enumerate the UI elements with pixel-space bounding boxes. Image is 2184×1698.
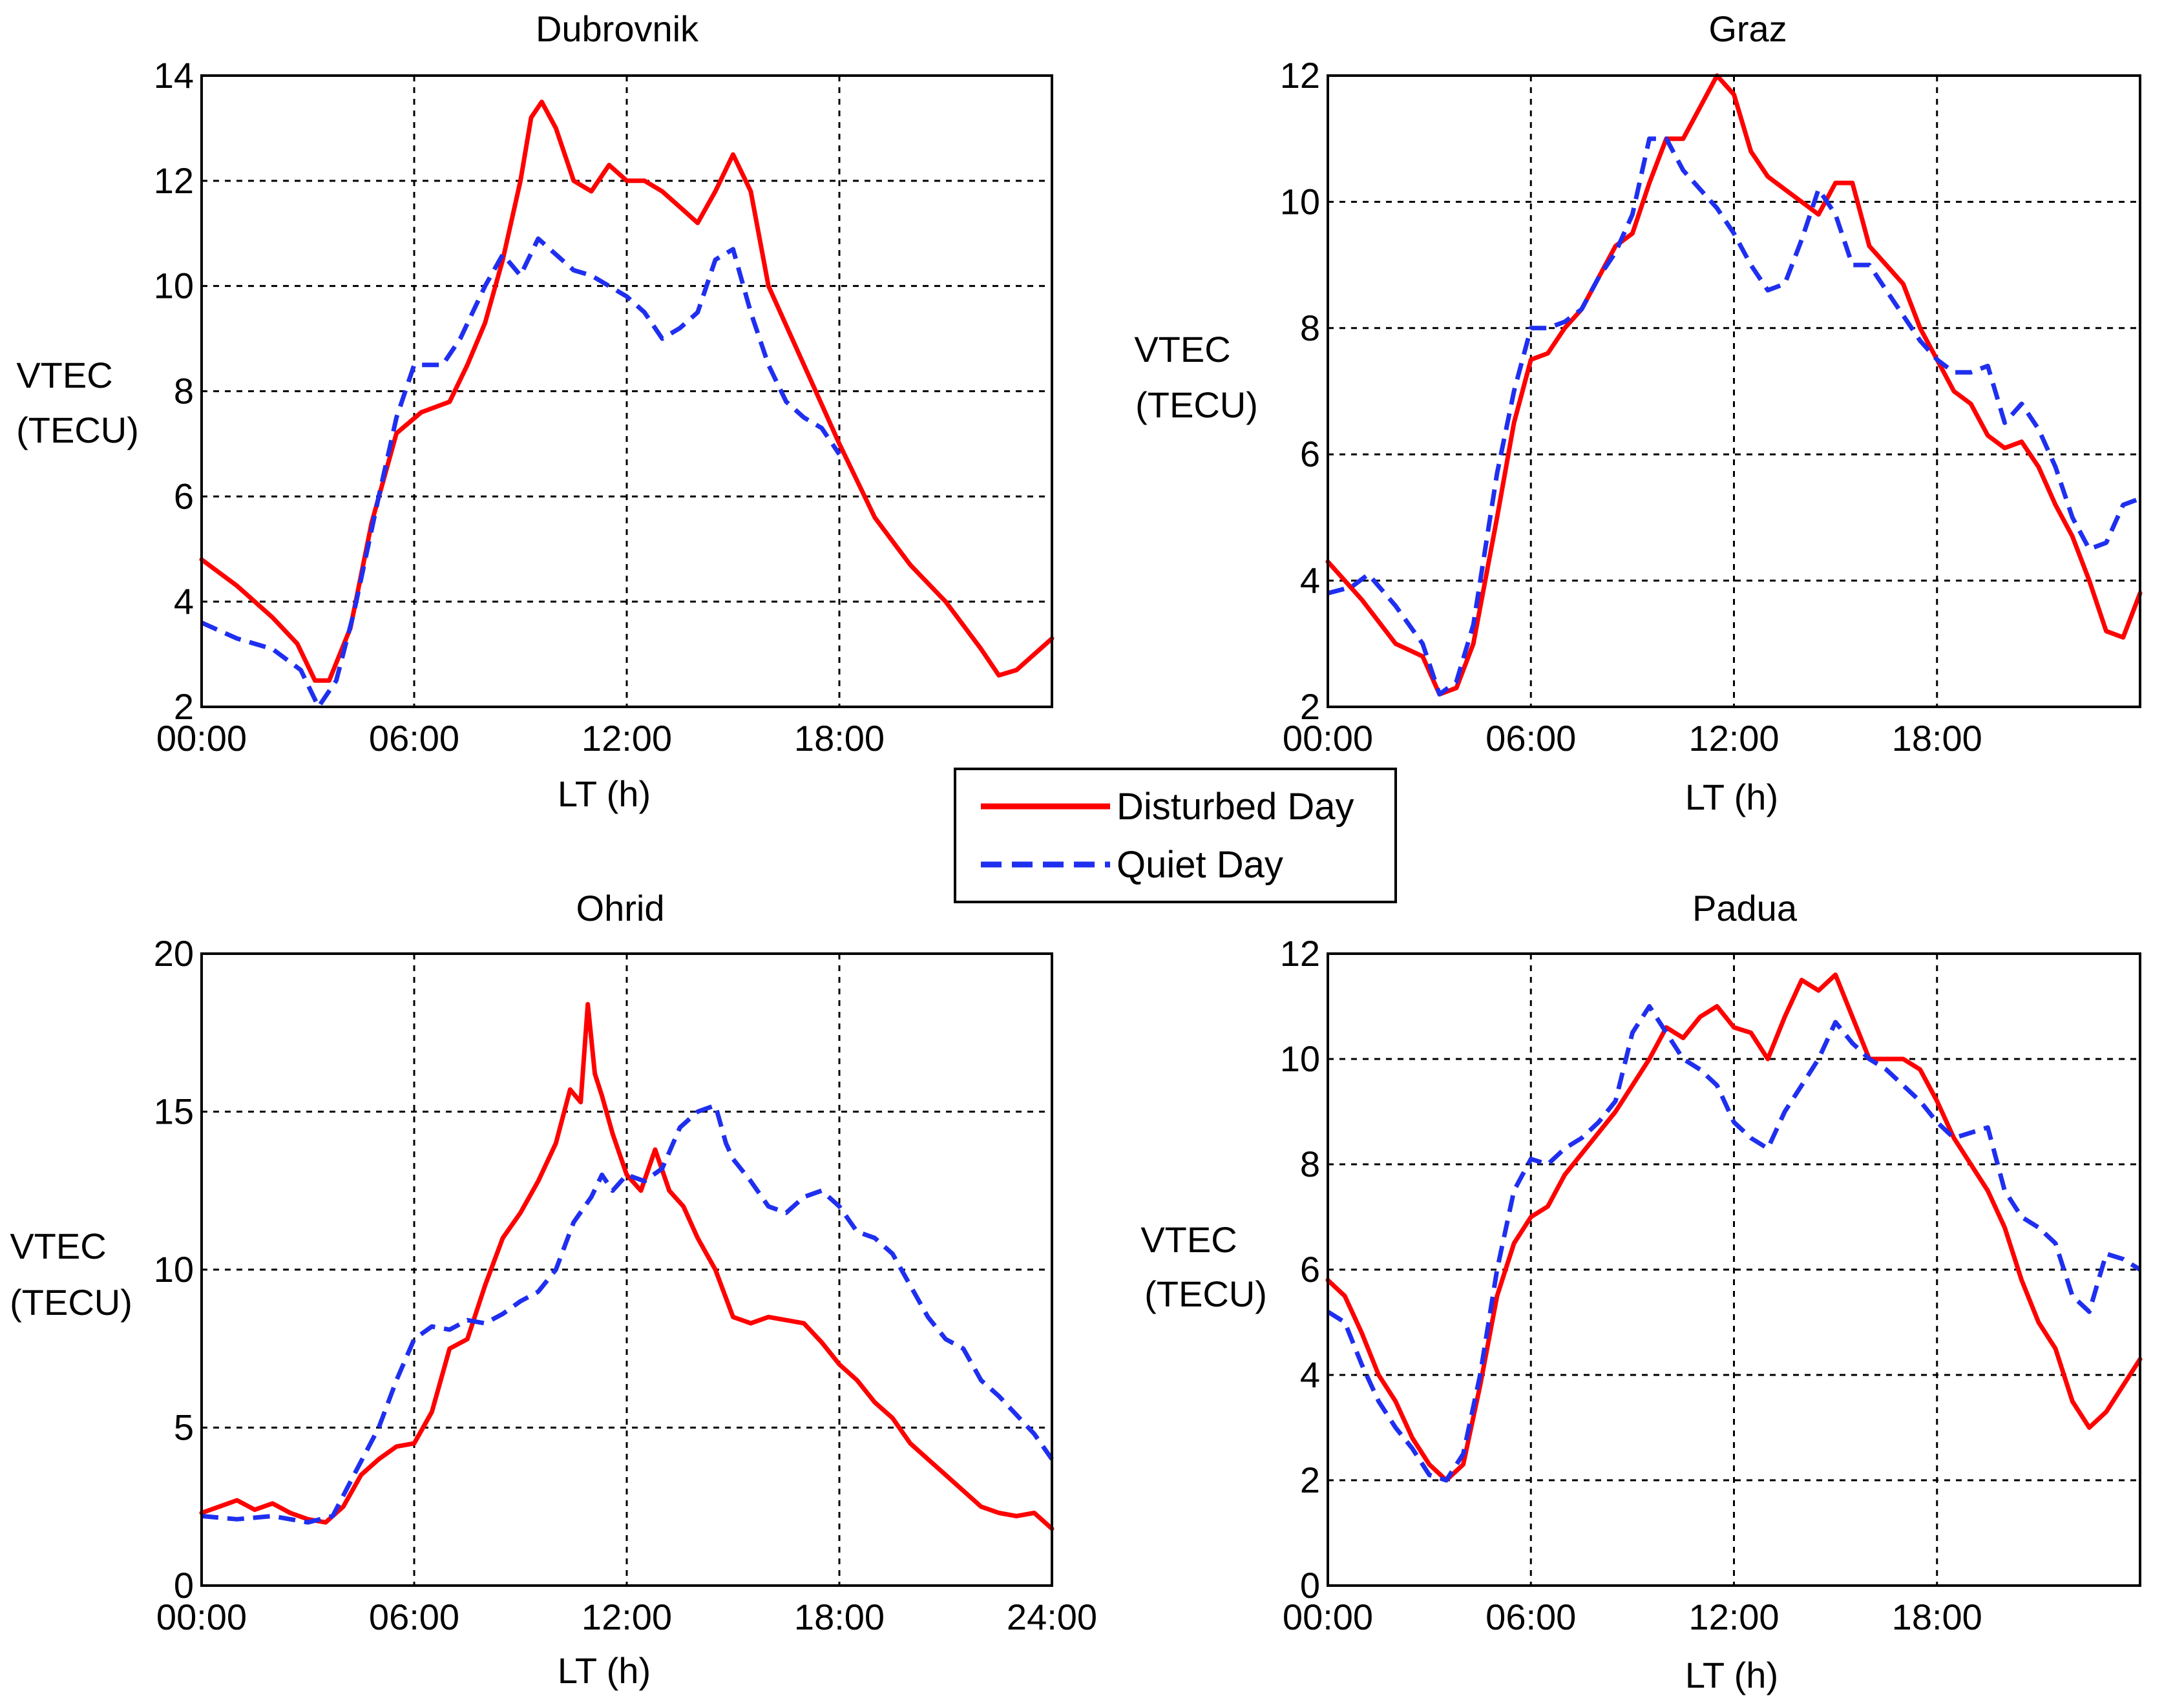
series-line-quiet-day	[1327, 136, 2141, 697]
x-tick-label: 18:00	[794, 718, 885, 759]
x-axis-label: LT (h)	[558, 1650, 651, 1691]
y-tick-label: 10	[1280, 1038, 1320, 1079]
chart-title: Dubrovnik	[536, 8, 699, 49]
series-lines	[199, 1001, 1055, 1531]
y-axis-label-line2: (TECU)	[1144, 1274, 1267, 1314]
x-tick-label: 12:00	[582, 718, 672, 759]
panel-padua: Padua VTEC (TECU) LT (h) 00:00 06:00 12:00…	[1140, 888, 2143, 1695]
plot-frame	[1327, 74, 2141, 708]
y-tick-label: 14	[154, 55, 194, 96]
y-tick-label: 15	[154, 1091, 194, 1132]
y-tick-label: 0	[174, 1565, 194, 1606]
x-tick-label: 06:00	[1486, 1597, 1576, 1637]
legend-label-quiet: Quiet Day	[1117, 844, 1283, 886]
plot-frame	[200, 952, 1053, 1587]
grid-lines	[202, 954, 1052, 1586]
x-tick-label: 06:00	[369, 718, 459, 759]
series-lines	[1325, 972, 2143, 1483]
chart-title: Ohrid	[576, 888, 665, 928]
tick-labels: 00:00 06:00 12:00 18:00 0 2 4 6 8 10 12	[1280, 933, 1982, 1637]
y-tick-label: 10	[154, 1249, 194, 1290]
y-tick-label: 4	[1300, 1354, 1320, 1395]
y-tick-label: 10	[154, 266, 194, 306]
x-tick-label: 18:00	[794, 1597, 885, 1637]
panel-dubrovnik: Dubrovnik VTEC (TECU) LT (h) 00:00 06:00 1…	[16, 8, 1055, 814]
y-tick-label: 6	[1300, 1249, 1320, 1290]
panel-ohrid: Ohrid VTEC (TECU) LT (h) 00:00 06:00 12:00…	[10, 888, 1097, 1691]
y-tick-label: 12	[1280, 933, 1320, 974]
plot-frame	[1327, 952, 2141, 1587]
x-tick-label: 00:00	[1283, 718, 1373, 759]
series-lines	[199, 100, 1055, 709]
plot-frame	[200, 74, 1053, 708]
x-tick-label: 18:00	[1892, 718, 1982, 759]
x-tick-label: 00:00	[156, 1597, 247, 1637]
y-tick-label: 8	[1300, 1144, 1320, 1184]
y-axis-label-line1: VTEC	[1134, 329, 1230, 370]
y-axis-label-line2: (TECU)	[1135, 384, 1258, 425]
x-tick-label: 12:00	[582, 1597, 672, 1637]
y-tick-label: 12	[154, 160, 194, 201]
y-axis-label-line2: (TECU)	[10, 1282, 132, 1323]
tick-labels: 00:00 06:00 12:00 18:00 2 4 6 8 10 12 14	[154, 55, 885, 759]
legend-box	[954, 768, 1397, 903]
y-axis-label-line1: VTEC	[1140, 1219, 1237, 1260]
y-tick-label: 2	[1300, 1460, 1320, 1500]
y-tick-label: 10	[1280, 181, 1320, 222]
tick-labels: 00:00 06:00 12:00 18:00 24:00 0 5 10 15 20	[154, 933, 1097, 1637]
chart-title: Graz	[1708, 8, 1787, 49]
x-tick-label: 00:00	[1283, 1597, 1373, 1637]
y-axis-label-line1: VTEC	[10, 1226, 106, 1266]
y-tick-label: 12	[1280, 55, 1320, 96]
x-tick-label: 00:00	[156, 718, 247, 759]
x-tick-label: 18:00	[1892, 1597, 1982, 1637]
y-axis-label-line2: (TECU)	[16, 410, 139, 450]
chart-title: Padua	[1692, 888, 1798, 928]
y-tick-label: 0	[1300, 1565, 1320, 1606]
x-tick-label: 06:00	[369, 1597, 459, 1637]
legend-label-disturbed: Disturbed Day	[1117, 786, 1354, 828]
series-line-quiet-day	[1327, 1004, 2141, 1483]
y-tick-label: 5	[174, 1407, 194, 1448]
legend: Disturbed Day Quiet Day	[954, 768, 1397, 903]
grid-lines	[1328, 76, 2140, 707]
y-tick-label: 8	[1300, 308, 1320, 348]
x-tick-label: 12:00	[1688, 1597, 1779, 1637]
x-axis-label: LT (h)	[1685, 1655, 1778, 1695]
series-lines	[1325, 73, 2143, 697]
x-tick-label: 12:00	[1688, 718, 1779, 759]
series-line-quiet-day	[201, 1103, 1054, 1525]
y-tick-label: 6	[174, 476, 194, 516]
series-line-quiet-day	[200, 236, 841, 709]
series-line-disturbed-day	[199, 1001, 1055, 1531]
series-line-disturbed-day	[1325, 73, 2143, 697]
y-tick-label: 20	[154, 933, 194, 974]
tick-labels: 00:00 06:00 12:00 18:00 2 4 6 8 10 12	[1280, 55, 1982, 759]
y-tick-label: 4	[1300, 560, 1320, 601]
x-axis-label: LT (h)	[558, 773, 651, 814]
series-line-disturbed-day	[1325, 972, 2143, 1483]
y-tick-label: 2	[174, 686, 194, 727]
panel-graz: Graz VTEC (TECU) LT (h) 00:00 06:00 12:00 1…	[1134, 8, 2143, 817]
grid-lines	[1328, 954, 2140, 1586]
x-axis-label: LT (h)	[1685, 777, 1778, 817]
y-axis-label-line1: VTEC	[16, 355, 112, 395]
y-tick-label: 8	[174, 371, 194, 412]
y-tick-label: 4	[174, 581, 194, 622]
y-tick-label: 2	[1300, 686, 1320, 727]
x-tick-label: 24:00	[1007, 1597, 1097, 1637]
x-tick-label: 06:00	[1486, 718, 1576, 759]
y-tick-label: 6	[1300, 434, 1320, 474]
